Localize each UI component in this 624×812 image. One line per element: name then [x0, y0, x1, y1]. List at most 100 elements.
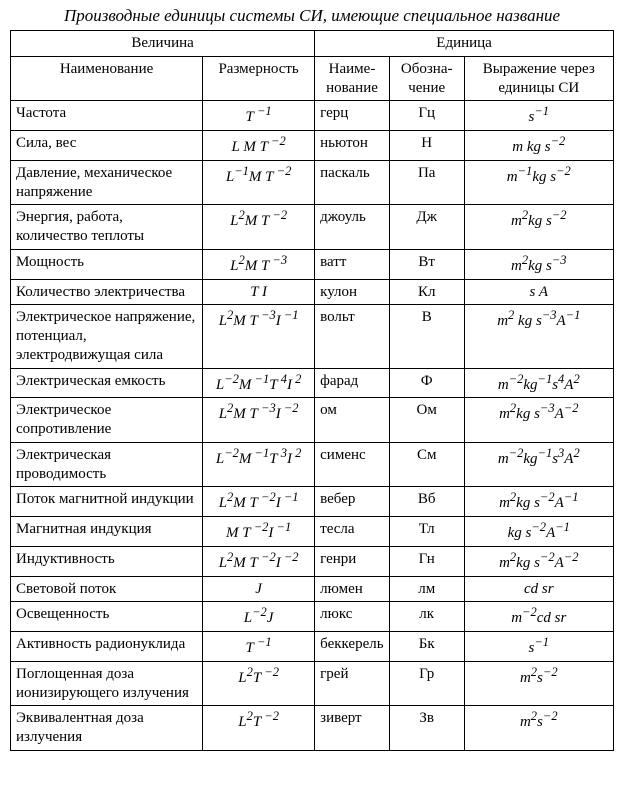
cell-name: Сила, вес	[11, 131, 203, 161]
table-row: Сила, весL M T −2ньютонНm kg s−2	[11, 131, 614, 161]
cell-unit-name: зиверт	[315, 706, 390, 751]
header-quantity: Величина	[11, 31, 315, 57]
cell-dimension: L2M T −2I −2	[203, 546, 315, 576]
table-row: Электрическая емкостьL−2M −1T 4I 2фарадФ…	[11, 368, 614, 398]
header-dimension: Размерность	[203, 56, 315, 101]
cell-symbol: Тл	[389, 517, 464, 547]
table-row: Электрическое напряжение, потенциал, эле…	[11, 305, 614, 368]
cell-symbol: См	[389, 442, 464, 487]
cell-unit-name: кулон	[315, 279, 390, 305]
cell-expression: s A	[464, 279, 613, 305]
cell-unit-name: джоуль	[315, 205, 390, 250]
cell-dimension: T −1	[203, 101, 315, 131]
cell-name: Эквивалентная доза излучения	[11, 706, 203, 751]
cell-dimension: L2T −2	[203, 661, 315, 706]
cell-unit-name: ватт	[315, 249, 390, 279]
cell-expression: m−1kg s−2	[464, 160, 613, 205]
cell-name: Поток магнитной индукции	[11, 487, 203, 517]
table-row: МощностьL2M T −3ваттВтm2kg s−3	[11, 249, 614, 279]
header-name: Наименование	[11, 56, 203, 101]
cell-symbol: Н	[389, 131, 464, 161]
cell-dimension: L2M T −3	[203, 249, 315, 279]
table-row: Давление, механическое напряжениеL−1M T …	[11, 160, 614, 205]
table-row: Активность радионуклидаT −1беккерельБкs−…	[11, 632, 614, 662]
table-row: Поглощенная доза ионизирующего излучения…	[11, 661, 614, 706]
cell-symbol: Вт	[389, 249, 464, 279]
cell-name: Энергия, работа, количество теплоты	[11, 205, 203, 250]
page: Производные единицы системы СИ, имеющие …	[0, 0, 624, 761]
cell-symbol: Гц	[389, 101, 464, 131]
cell-dimension: T I	[203, 279, 315, 305]
cell-expression: m kg s−2	[464, 131, 613, 161]
cell-name: Освещенность	[11, 602, 203, 632]
table-row: ОсвещенностьL−2Jлюкслкm−2cd sr	[11, 602, 614, 632]
table-row: Магнитная индукцияM T −2I −1теслаТлkg s−…	[11, 517, 614, 547]
cell-expression: m−2cd sr	[464, 602, 613, 632]
header-unit: Единица	[315, 31, 614, 57]
table-row: Поток магнитной индукцииL2M T −2I −1вебе…	[11, 487, 614, 517]
table-row: Эквивалентная доза излученияL2T −2зиверт…	[11, 706, 614, 751]
header-expression: Выражение через единицы СИ	[464, 56, 613, 101]
cell-unit-name: вольт	[315, 305, 390, 368]
cell-symbol: Кл	[389, 279, 464, 305]
cell-symbol: Дж	[389, 205, 464, 250]
cell-name: Электрическая емкость	[11, 368, 203, 398]
cell-unit-name: паскаль	[315, 160, 390, 205]
cell-unit-name: ньютон	[315, 131, 390, 161]
cell-symbol: Бк	[389, 632, 464, 662]
table-row: Энергия, работа, количество теплотыL2M T…	[11, 205, 614, 250]
cell-dimension: L M T −2	[203, 131, 315, 161]
cell-name: Активность радионуклида	[11, 632, 203, 662]
cell-expression: m2kg s−3A−2	[464, 398, 613, 443]
cell-symbol: лм	[389, 576, 464, 602]
cell-symbol: Зв	[389, 706, 464, 751]
cell-dimension: L−2M −1T 3I 2	[203, 442, 315, 487]
cell-unit-name: герц	[315, 101, 390, 131]
cell-expression: m2kg s−2	[464, 205, 613, 250]
cell-dimension: M T −2I −1	[203, 517, 315, 547]
cell-expression: m2s−2	[464, 706, 613, 751]
si-units-table: Величина Единица Наименование Размерност…	[10, 30, 614, 751]
cell-name: Электрическая проводимость	[11, 442, 203, 487]
cell-name: Количество электричества	[11, 279, 203, 305]
cell-dimension: L−1M T −2	[203, 160, 315, 205]
table-body: ЧастотаT −1герцГцs−1Сила, весL M T −2нью…	[11, 101, 614, 751]
cell-unit-name: фарад	[315, 368, 390, 398]
cell-expression: m−2kg−1s4A2	[464, 368, 613, 398]
cell-symbol: Ф	[389, 368, 464, 398]
cell-symbol: лк	[389, 602, 464, 632]
cell-name: Давление, механическое напряжение	[11, 160, 203, 205]
cell-name: Электрическое напряжение, потенциал, эле…	[11, 305, 203, 368]
table-row: Электрическая проводимостьL−2M −1T 3I 2с…	[11, 442, 614, 487]
cell-expression: cd sr	[464, 576, 613, 602]
table-row: ИндуктивностьL2M T −2I −2генриГнm2kg s−2…	[11, 546, 614, 576]
cell-symbol: Вб	[389, 487, 464, 517]
cell-symbol: В	[389, 305, 464, 368]
cell-expression: m2 kg s−3A−1	[464, 305, 613, 368]
cell-unit-name: люмен	[315, 576, 390, 602]
cell-symbol: Гр	[389, 661, 464, 706]
cell-name: Мощность	[11, 249, 203, 279]
cell-symbol: Гн	[389, 546, 464, 576]
cell-dimension: J	[203, 576, 315, 602]
cell-name: Магнитная индукция	[11, 517, 203, 547]
table-row: ЧастотаT −1герцГцs−1	[11, 101, 614, 131]
cell-expression: m2kg s−3	[464, 249, 613, 279]
cell-name: Электрическое сопротивление	[11, 398, 203, 443]
cell-unit-name: тесла	[315, 517, 390, 547]
cell-symbol: Ом	[389, 398, 464, 443]
cell-unit-name: генри	[315, 546, 390, 576]
table-row: Количество электричестваT IкулонКлs A	[11, 279, 614, 305]
cell-name: Индуктивность	[11, 546, 203, 576]
cell-dimension: L2M T −3I −1	[203, 305, 315, 368]
cell-expression: m2kg s−2A−1	[464, 487, 613, 517]
cell-unit-name: ом	[315, 398, 390, 443]
cell-dimension: L−2J	[203, 602, 315, 632]
cell-dimension: L2T −2	[203, 706, 315, 751]
cell-dimension: L2M T −2I −1	[203, 487, 315, 517]
cell-expression: kg s−2A−1	[464, 517, 613, 547]
table-header: Величина Единица Наименование Размерност…	[11, 31, 614, 101]
cell-dimension: L−2M −1T 4I 2	[203, 368, 315, 398]
cell-unit-name: беккерель	[315, 632, 390, 662]
cell-expression: s−1	[464, 101, 613, 131]
